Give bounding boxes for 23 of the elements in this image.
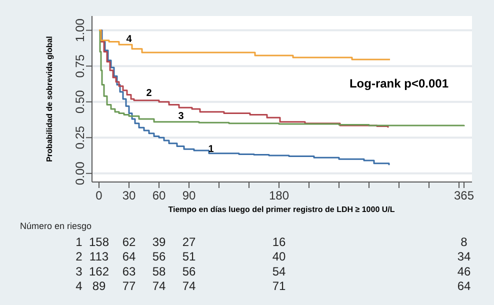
y-tick-label: 0.25 xyxy=(73,126,87,150)
x-tick-label: 60 xyxy=(152,188,166,203)
annotation: 3 xyxy=(178,111,184,122)
x-axis-title: Tiempo en días luego del primer registro de LDH ≥ 1000 U/L xyxy=(168,205,395,214)
y-tick-label: 0.75 xyxy=(73,54,87,78)
x-tick-label: 0 xyxy=(96,188,103,203)
annotation: 4 xyxy=(126,34,132,45)
annotation: 1 xyxy=(208,144,214,155)
text: 2 113 64 56 51 40 34 xyxy=(76,250,471,264)
x-tick-label: 365 xyxy=(454,188,474,203)
text: 4 89 77 74 74 71 64 xyxy=(76,279,471,294)
text: 1 158 62 39 27 16 8 xyxy=(76,235,468,249)
y-tick-label: 0.00 xyxy=(73,161,87,186)
annotation: 2 xyxy=(146,88,152,100)
annotation: Log-rank p<0.001 xyxy=(349,76,449,91)
x-tick-label: 30 xyxy=(122,188,136,203)
y-tick-label: 0.50 xyxy=(73,90,87,114)
text: Número en riesgo xyxy=(20,221,92,231)
text: 3 162 63 58 56 54 46 xyxy=(76,264,471,278)
x-tick-label: 90 xyxy=(182,188,196,203)
y-tick-label: 1.00 xyxy=(73,18,87,42)
y-axis-title: Probabilidad de sobrevida global xyxy=(45,36,54,162)
x-tick-label: 180 xyxy=(268,188,290,203)
